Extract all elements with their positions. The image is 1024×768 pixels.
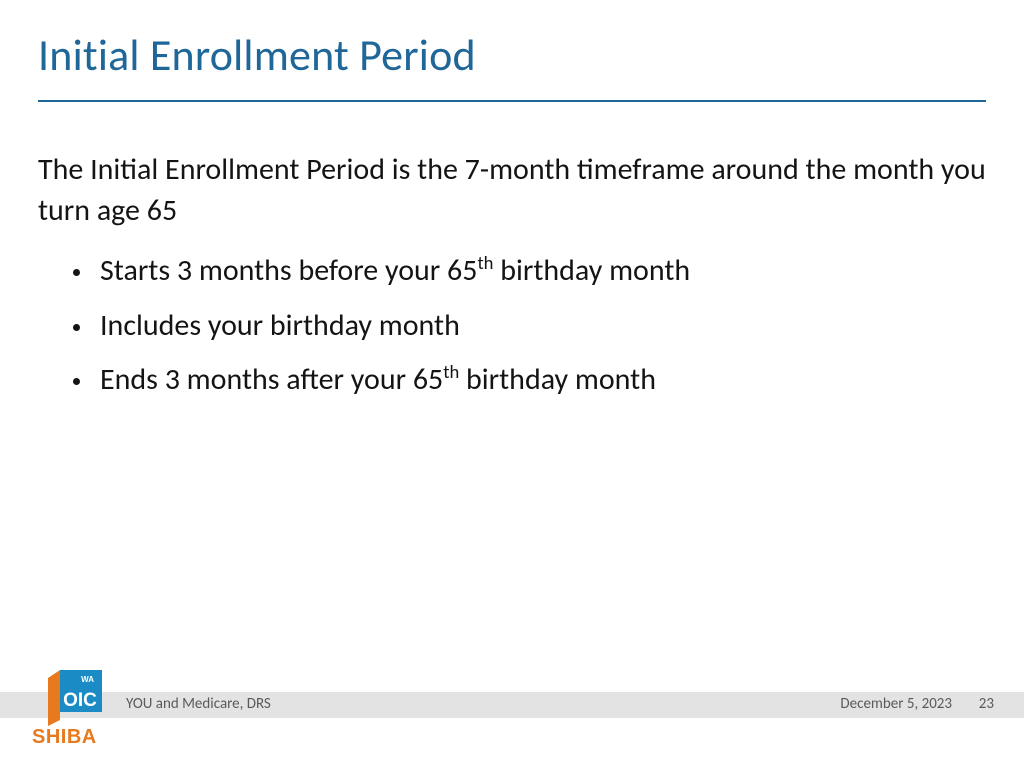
title-wrap: Initial Enrollment Period — [38, 28, 986, 82]
bullet-item: Starts 3 months before your 65th birthda… — [94, 251, 986, 292]
footer-date: December 5, 2023 — [840, 695, 952, 713]
intro-text: The Initial Enrollment Period is the 7-m… — [38, 150, 986, 231]
ordinal-suffix: th — [477, 251, 493, 274]
footer-page-number: 23 — [979, 695, 994, 713]
title-rule — [38, 100, 986, 102]
bullet-item: Ends 3 months after your 65th birthday m… — [94, 360, 986, 401]
bullet-item: Includes your birthday month — [94, 306, 986, 347]
bullet-list: Starts 3 months before your 65th birthda… — [38, 251, 986, 401]
ordinal-suffix: th — [443, 360, 459, 383]
slide-body: The Initial Enrollment Period is the 7-m… — [38, 150, 986, 415]
footer-left-text: YOU and Medicare, DRS — [126, 695, 271, 713]
shiba-wordmark: SHIBA — [32, 726, 97, 749]
logo-oic-text: OIC — [63, 690, 97, 711]
slide: Initial Enrollment Period The Initial En… — [0, 0, 1024, 768]
logo-wa-text: WA — [81, 675, 94, 684]
slide-title: Initial Enrollment Period — [38, 28, 986, 82]
